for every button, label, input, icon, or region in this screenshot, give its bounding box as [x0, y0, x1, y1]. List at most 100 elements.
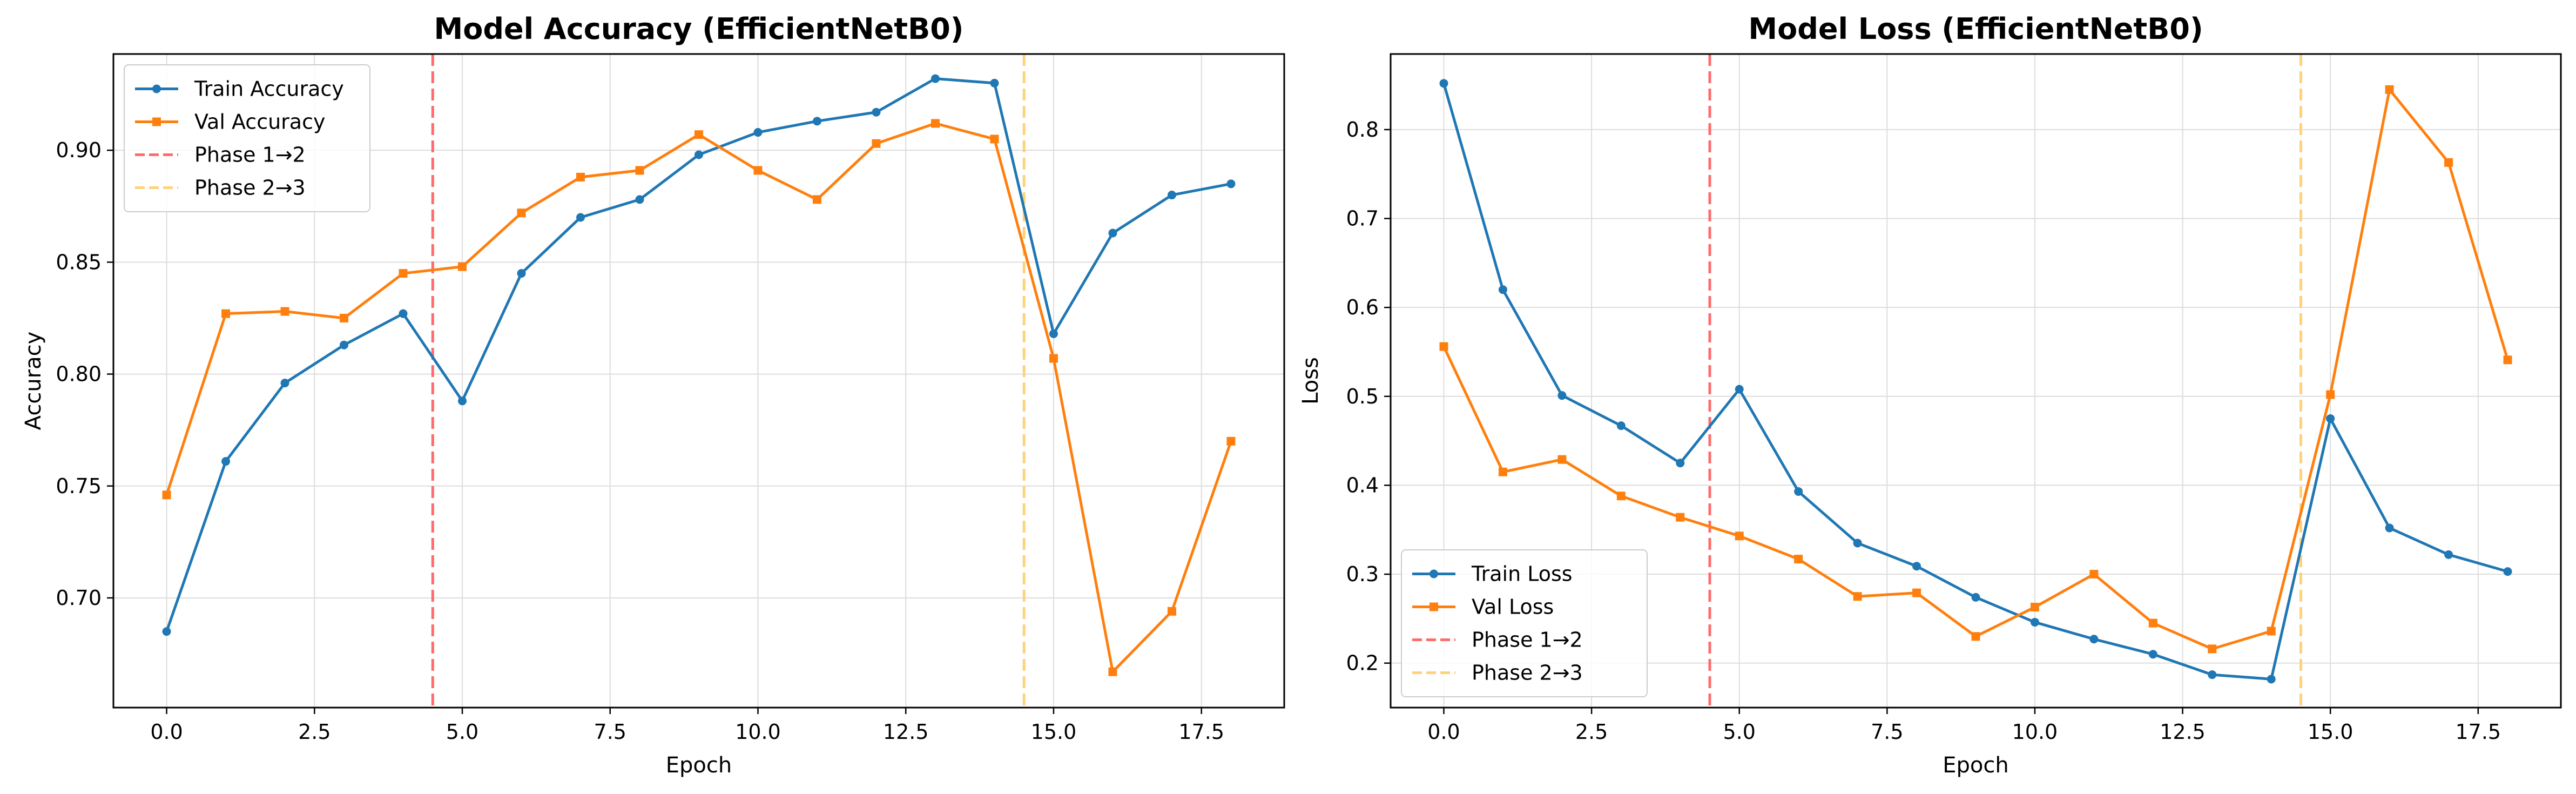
loss-x-axis-label: Epoch	[1943, 753, 2008, 778]
data-point	[162, 627, 171, 636]
data-point	[1167, 191, 1176, 200]
legend-box	[124, 64, 370, 212]
data-point	[1616, 421, 1626, 430]
data-point	[990, 78, 999, 88]
data-point	[340, 340, 349, 349]
y-tick-label: 0.85	[56, 250, 102, 274]
data-point	[2503, 355, 2512, 365]
data-point	[162, 490, 171, 500]
loss-y-ticks: 0.2 0.3 0.4 0.5 0.6 0.7 0.8	[1346, 118, 1391, 675]
accuracy-y-axis-label: Accuracy	[21, 332, 46, 430]
accuracy-plot-frame	[112, 53, 1285, 709]
data-point	[2267, 675, 2276, 684]
x-tick-label: 10.0	[2012, 720, 2058, 744]
data-point	[753, 166, 763, 175]
x-tick-label: 15.0	[1031, 720, 1077, 744]
data-point	[517, 208, 526, 218]
data-point	[1439, 342, 1448, 351]
x-tick-label: 0.0	[150, 720, 183, 744]
data-point	[280, 379, 289, 388]
accuracy-phase-lines	[431, 54, 1026, 708]
data-point	[1557, 455, 1567, 464]
data-point	[2148, 618, 2157, 628]
x-tick-label: 5.0	[1723, 720, 1756, 744]
legend-label: Val Loss	[1472, 595, 1554, 619]
y-tick-label: 0.70	[56, 586, 102, 610]
data-point	[221, 457, 231, 466]
data-point	[576, 213, 585, 222]
data-point	[2326, 390, 2335, 399]
data-point	[635, 166, 644, 175]
data-point	[2208, 644, 2217, 654]
loss-plot-frame	[1390, 53, 2562, 709]
data-point	[872, 107, 881, 117]
x-tick-label: 5.0	[446, 720, 478, 744]
data-point	[930, 74, 940, 83]
x-tick-label: 15.0	[2308, 720, 2354, 744]
data-point	[1912, 588, 1921, 597]
data-point	[1853, 539, 1862, 548]
data-point	[694, 130, 703, 139]
y-tick-label: 0.75	[56, 474, 102, 498]
loss-chart: 0.0 2.5 5.0 7.5 10.0 12.5 15.0 17.5 0.20.30.40.…	[1298, 12, 2562, 778]
data-point	[1226, 436, 1236, 446]
data-point	[1971, 632, 1980, 641]
y-tick-label: 0.3	[1346, 562, 1379, 586]
data-point	[1108, 228, 1117, 238]
legend-label: Train Accuracy	[194, 77, 344, 101]
loss-phase-lines	[1708, 54, 2302, 708]
data-point	[576, 172, 585, 181]
y-tick-label: 0.8	[1346, 118, 1379, 142]
data-point	[1676, 513, 1685, 522]
x-tick-label: 7.5	[594, 720, 626, 744]
data-point	[812, 195, 821, 204]
data-point	[1439, 79, 1448, 88]
legend-label: Phase 1→2	[1472, 628, 1583, 652]
data-point	[1167, 607, 1176, 616]
legend-label: Val Accuracy	[194, 110, 325, 134]
data-point	[2326, 414, 2335, 423]
accuracy-y-ticks: 0.70 0.75 0.80 0.85 0.90	[56, 138, 113, 610]
x-tick-label: 10.0	[735, 720, 781, 744]
y-tick-label: 0.80	[56, 362, 102, 386]
legend-box	[1401, 549, 1648, 697]
y-tick-label: 0.2	[1346, 651, 1379, 675]
data-point	[280, 307, 289, 316]
legend-marker	[1429, 569, 1438, 578]
x-tick-label: 0.0	[1427, 720, 1460, 744]
data-point	[458, 396, 467, 406]
x-tick-label: 12.5	[883, 720, 929, 744]
accuracy-grid	[113, 54, 1284, 708]
legend-label: Phase 2→3	[1472, 661, 1583, 685]
x-tick-label: 2.5	[1575, 720, 1608, 744]
legend-label: Train Loss	[1471, 562, 1573, 586]
data-point	[2267, 627, 2276, 636]
data-point	[1794, 487, 1803, 496]
loss-x-ticks: 0.0 2.5 5.0 7.5 10.0 12.5 15.0 17.5	[1427, 708, 2501, 744]
data-point	[1498, 285, 1507, 294]
loss-chart-title: Model Loss (EfficientNetB0)	[1748, 12, 2203, 46]
data-point	[2385, 85, 2394, 94]
accuracy-chart: 0.0 2.5 5.0 7.5 10.0 12.5 15.0 17.5 0.70 0.75 0.8…	[21, 12, 1285, 778]
data-point	[930, 119, 940, 128]
legend-label: Phase 1→2	[194, 143, 306, 167]
data-point	[1498, 467, 1507, 476]
y-tick-label: 0.90	[56, 138, 102, 162]
data-point	[399, 309, 408, 318]
data-point	[1049, 329, 1058, 338]
data-point	[2208, 670, 2217, 679]
loss-legend: Train Loss Val Loss Phase 1→2 Phase 2→3	[1401, 549, 1648, 697]
data-point	[399, 269, 408, 278]
data-point	[1912, 562, 1921, 571]
data-point	[1794, 555, 1803, 564]
data-point	[1735, 385, 1744, 394]
data-point	[635, 195, 644, 204]
data-point	[2385, 523, 2394, 533]
legend-marker	[152, 84, 161, 93]
data-point	[694, 150, 703, 159]
data-point	[1971, 593, 1980, 602]
accuracy-x-axis-label: Epoch	[666, 753, 732, 778]
data-point	[1676, 459, 1685, 468]
